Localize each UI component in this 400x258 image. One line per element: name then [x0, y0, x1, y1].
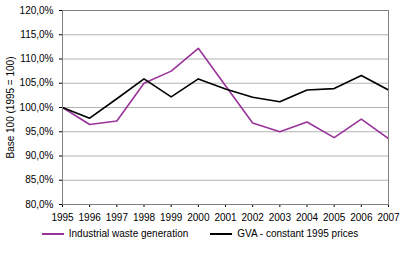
svg-text:2004: 2004: [296, 212, 319, 223]
svg-text:1995: 1995: [51, 212, 74, 223]
svg-text:Base 100 (1995 = 100): Base 100 (1995 = 100): [5, 56, 16, 158]
svg-text:2000: 2000: [187, 212, 210, 223]
html-text:GVA - constant 1995 prices: GVA - constant 1995 prices: [237, 228, 359, 239]
svg-text:90,0%: 90,0%: [25, 150, 53, 161]
svg-text:1999: 1999: [160, 212, 183, 223]
svg-text:110,0%: 110,0%: [20, 53, 53, 64]
svg-text:1996: 1996: [79, 212, 102, 223]
svg-text:100,0%: 100,0%: [20, 102, 54, 113]
svg-text:2002: 2002: [242, 212, 265, 223]
svg-text:120,0%: 120,0%: [20, 5, 54, 16]
svg-text:115,0%: 115,0%: [20, 29, 53, 40]
svg-text:105,0%: 105,0%: [20, 77, 54, 88]
svg-text:2005: 2005: [323, 212, 346, 223]
svg-text:2003: 2003: [269, 212, 292, 223]
svg-text:2006: 2006: [350, 212, 373, 223]
svg-text:85,0%: 85,0%: [25, 174, 53, 185]
html-text:Industrial waste generation: Industrial waste generation: [68, 228, 189, 239]
svg-text:2001: 2001: [214, 212, 237, 223]
svg-text:1998: 1998: [133, 212, 156, 223]
svg-text:1997: 1997: [106, 212, 129, 223]
svg-text:80,0%: 80,0%: [25, 199, 53, 210]
svg-text:2007: 2007: [377, 212, 400, 223]
svg-text:95,0%: 95,0%: [25, 126, 53, 137]
